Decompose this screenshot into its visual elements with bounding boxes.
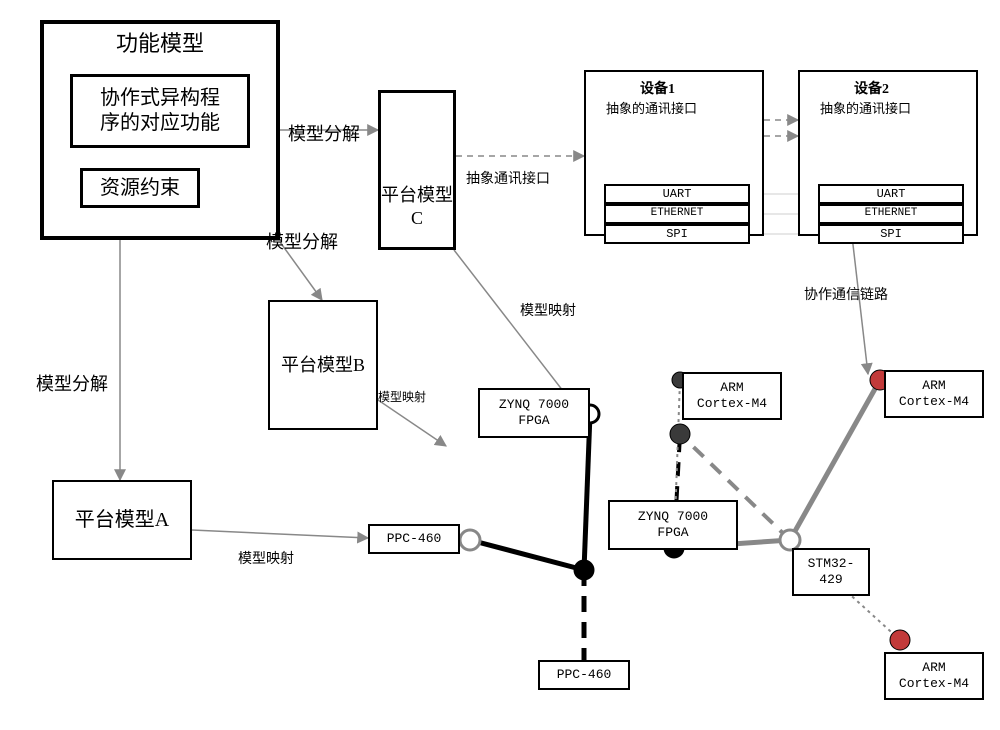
label-abs_comm: 抽象通讯接口 bbox=[466, 168, 550, 188]
box-zynq2-text: ZYNQ 7000 FPGA bbox=[638, 509, 708, 542]
label-dev2_s: 抽象的通讯接口 bbox=[820, 98, 911, 117]
edge-n_ppc1-n_bl bbox=[470, 540, 584, 570]
box-ppc1: PPC-460 bbox=[368, 524, 460, 554]
box-arm1-text: ARM Cortex-M4 bbox=[697, 380, 767, 413]
box-platB-text: 平台模型B bbox=[281, 354, 365, 377]
label-coop: 协作通信链路 bbox=[804, 284, 888, 304]
label-mdl_decomp1: 模型分解 bbox=[288, 120, 360, 146]
box-func_outer-text: 功能模型 bbox=[116, 30, 204, 58]
node-n_bl bbox=[574, 560, 594, 580]
label-map1: 模型映射 bbox=[520, 300, 576, 320]
box-d1_uart: UART bbox=[604, 184, 750, 204]
box-arm3-text: ARM Cortex-M4 bbox=[899, 660, 969, 693]
box-ppc2-text: PPC-460 bbox=[557, 667, 612, 683]
box-platB: 平台模型B bbox=[268, 300, 378, 430]
box-d2_uart: UART bbox=[818, 184, 964, 204]
box-stm32: STM32- 429 bbox=[792, 548, 870, 596]
arrow-10 bbox=[378, 400, 446, 446]
arrow-9 bbox=[454, 250, 570, 400]
box-d1_eth: ETHERNET bbox=[604, 204, 750, 224]
box-stm32-text: STM32- 429 bbox=[808, 556, 855, 589]
box-func_inner2-text: 资源约束 bbox=[100, 176, 180, 201]
label-dev1_s: 抽象的通讯接口 bbox=[606, 98, 697, 117]
box-arm3: ARM Cortex-M4 bbox=[884, 652, 984, 700]
box-arm2-text: ARM Cortex-M4 bbox=[899, 378, 969, 411]
box-d1_spi-text: SPI bbox=[666, 227, 688, 242]
box-d1_spi: SPI bbox=[604, 224, 750, 244]
box-func_inner1: 协作式异构程 序的对应功能 bbox=[70, 74, 250, 148]
box-ppc2: PPC-460 bbox=[538, 660, 630, 690]
box-ppc1-text: PPC-460 bbox=[387, 531, 442, 547]
edge-n_hub-n_arm2 bbox=[790, 380, 880, 540]
node-n_arm1 bbox=[670, 424, 690, 444]
label-mdl_decomp3: 模型分解 bbox=[36, 370, 108, 396]
label-map3: 模型映射 bbox=[238, 548, 294, 568]
box-zynq1-text: ZYNQ 7000 FPGA bbox=[499, 397, 569, 430]
box-d2_spi-text: SPI bbox=[880, 227, 902, 242]
box-func_inner1-text: 协作式异构程 序的对应功能 bbox=[100, 86, 220, 136]
label-map2: 模型映射 bbox=[378, 388, 426, 405]
arrow-12 bbox=[852, 236, 868, 374]
box-platA: 平台模型A bbox=[52, 480, 192, 560]
box-d2_spi: SPI bbox=[818, 224, 964, 244]
label-dev2_t: 设备2 bbox=[854, 78, 889, 98]
box-platC-text: 平台模型C bbox=[381, 184, 453, 229]
node-n_arm3 bbox=[890, 630, 910, 650]
box-d2_eth-text: ETHERNET bbox=[865, 207, 918, 221]
label-mdl_decomp2: 模型分解 bbox=[266, 228, 338, 254]
arrow-11 bbox=[192, 530, 368, 538]
box-arm1: ARM Cortex-M4 bbox=[682, 372, 782, 420]
box-arm2: ARM Cortex-M4 bbox=[884, 370, 984, 418]
box-d1_eth-text: ETHERNET bbox=[651, 207, 704, 221]
box-platC: 平台模型C bbox=[378, 90, 456, 250]
node-n_ppc1 bbox=[460, 530, 480, 550]
box-func_inner2: 资源约束 bbox=[80, 168, 200, 208]
box-zynq2: ZYNQ 7000 FPGA bbox=[608, 500, 738, 550]
label-dev1_t: 设备1 bbox=[640, 78, 675, 98]
box-d2_eth: ETHERNET bbox=[818, 204, 964, 224]
node-n_hub bbox=[780, 530, 800, 550]
box-d2_uart-text: UART bbox=[877, 187, 906, 202]
box-d1_uart-text: UART bbox=[663, 187, 692, 202]
box-platA-text: 平台模型A bbox=[75, 508, 169, 533]
box-zynq1: ZYNQ 7000 FPGA bbox=[478, 388, 590, 438]
